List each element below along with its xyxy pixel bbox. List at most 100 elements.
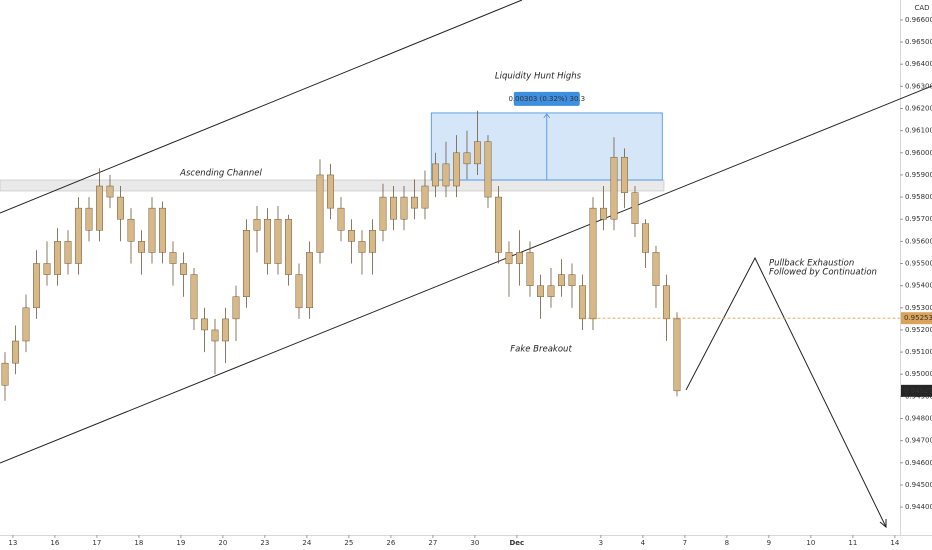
candle-body <box>253 218 261 231</box>
candle-body <box>43 263 51 275</box>
candle-body <box>526 252 534 286</box>
y-tick-label: 0.94600 <box>905 459 932 467</box>
candle-body <box>390 196 397 220</box>
candle-body <box>222 318 229 342</box>
candle-body <box>369 230 376 253</box>
x-tick-label: 9 <box>767 539 771 547</box>
y-tick-label: 0.94400 <box>905 503 932 511</box>
y-tick-label: 0.96400 <box>905 60 932 68</box>
y-tick-label: 0.96300 <box>905 82 932 90</box>
candle-body <box>306 252 313 309</box>
candle-body <box>117 196 124 220</box>
y-tick-label: 0.95900 <box>905 171 932 179</box>
y-tick-label: 0.94500 <box>905 481 932 489</box>
x-tick-label: 25 <box>344 539 353 547</box>
candle-body <box>642 223 649 253</box>
x-tick-label: 20 <box>218 539 227 547</box>
x-tick-label: 18 <box>134 539 143 547</box>
candle-body <box>484 141 492 198</box>
candle-body <box>1 362 9 386</box>
y-tick-label: 0.94700 <box>905 437 932 445</box>
candle-body <box>33 263 40 309</box>
candle-body <box>558 274 565 286</box>
candle-body <box>453 152 460 187</box>
y-tick-label: 0.95400 <box>905 282 932 290</box>
x-tick-label: 23 <box>260 539 269 547</box>
candle-body <box>243 230 250 297</box>
candle-body <box>547 285 555 297</box>
candle-body <box>505 252 513 264</box>
candle-body <box>516 252 523 264</box>
x-tick-label: 8 <box>725 539 729 547</box>
candle-body <box>274 218 282 264</box>
annotation: Pullback Exhaustion <box>769 259 854 269</box>
candle-body <box>138 241 145 253</box>
candle-body <box>432 163 439 187</box>
candle-body <box>159 207 166 253</box>
y-tick-label: 0.96000 <box>905 149 932 157</box>
projection-path <box>685 256 887 528</box>
channel-upper-line <box>0 0 523 214</box>
x-tick-label: 19 <box>176 539 185 547</box>
y-tick-label: 0.95500 <box>905 260 932 268</box>
x-tick-label: 7 <box>683 539 687 547</box>
candle-body <box>358 241 366 253</box>
y-tick-label: 0.95200 <box>905 326 932 334</box>
candle-body <box>316 174 324 253</box>
currency-label: CAD <box>914 4 929 12</box>
y-tick-label: 0.95800 <box>905 193 932 201</box>
candle-body <box>127 218 135 242</box>
x-tick-label: 4 <box>641 539 646 547</box>
y-tick-label: 0.95600 <box>905 237 932 245</box>
candle-body <box>75 207 82 264</box>
annotation: Fake Breakout <box>510 345 572 355</box>
candle-body <box>96 185 103 231</box>
candle-body <box>652 252 660 286</box>
candle-body <box>379 196 387 231</box>
x-tick-label: 17 <box>92 539 101 547</box>
y-tick-label: 0.95000 <box>905 370 932 378</box>
channel-lower-line <box>0 85 932 464</box>
candle-body <box>190 274 198 320</box>
annotation: Ascending Channel <box>179 169 262 179</box>
measure-label: 0.00303 (0.32%) 30.3 <box>508 95 585 103</box>
candle-body <box>285 218 292 275</box>
candle-body <box>85 207 93 231</box>
candle-body <box>621 156 628 193</box>
candle-body <box>12 340 19 364</box>
y-tick-label: 0.94800 <box>905 415 932 423</box>
candles <box>1 110 681 401</box>
x-tick-label: 30 <box>470 539 479 547</box>
last-price-label: 0.94925 <box>904 387 932 395</box>
candle-body <box>169 252 177 264</box>
x-tick-label: 10 <box>806 539 815 547</box>
candle-body <box>348 230 355 242</box>
candle-body <box>64 241 72 264</box>
candle-body <box>589 207 597 320</box>
y-tick-label: 0.96500 <box>905 38 932 46</box>
x-tick-label: 24 <box>302 539 311 547</box>
candle-body <box>180 263 187 275</box>
x-tick-label: Dec <box>510 539 525 547</box>
candle-body <box>610 156 618 220</box>
y-tick-label: 0.95700 <box>905 215 932 223</box>
candle-body <box>663 285 670 320</box>
candle-body <box>474 141 481 165</box>
candle-body <box>442 163 450 187</box>
measure-arrowhead <box>543 113 551 119</box>
candle-body <box>264 218 271 264</box>
candle-body <box>106 185 114 198</box>
candle-body <box>495 196 502 253</box>
candle-body <box>337 207 345 231</box>
measure-box <box>513 91 580 106</box>
candle-body <box>673 318 681 392</box>
last-price-box <box>901 384 932 397</box>
candle-body <box>631 192 639 224</box>
candle-body <box>421 185 429 209</box>
y-tick-label: 0.96100 <box>905 127 932 135</box>
y-tick-label: 0.95300 <box>905 304 932 312</box>
x-tick-label: 26 <box>386 539 395 547</box>
candle-body <box>22 307 30 342</box>
level-label-box <box>901 312 932 325</box>
